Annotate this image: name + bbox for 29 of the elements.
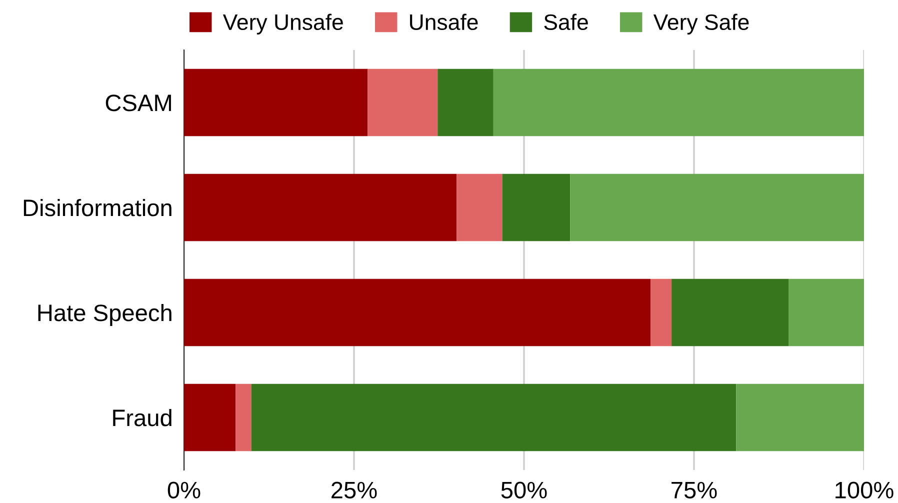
bar bbox=[184, 174, 457, 242]
bar bbox=[650, 278, 672, 346]
bar bbox=[736, 384, 864, 452]
x-tick-label: 50% bbox=[501, 482, 547, 498]
bar bbox=[251, 384, 736, 452]
bar bbox=[184, 384, 236, 452]
legend-label: Safe bbox=[544, 14, 588, 30]
y-tick-label: Disinformation bbox=[24, 198, 172, 216]
y-tick-label: Hate Speech bbox=[38, 304, 172, 326]
bar bbox=[570, 174, 864, 242]
bar bbox=[456, 174, 502, 242]
x-tick-label: 100% bbox=[836, 482, 894, 498]
bar bbox=[236, 384, 252, 452]
bar bbox=[368, 68, 438, 136]
x-tick-label: 25% bbox=[332, 482, 377, 498]
bar bbox=[788, 278, 864, 346]
bar bbox=[184, 68, 368, 136]
legend-label: Unsafe bbox=[410, 14, 478, 30]
bar bbox=[438, 68, 494, 136]
y-tick-label: CSAM bbox=[106, 94, 171, 112]
bar bbox=[184, 278, 650, 346]
x-tick-label: 75% bbox=[672, 482, 717, 498]
bar bbox=[493, 68, 864, 136]
y-tick-label: Fraud bbox=[113, 408, 172, 426]
legend-label: Very Safe bbox=[653, 14, 749, 34]
x-tick-label: 0% bbox=[168, 482, 200, 498]
legend-label: Very Unsafe bbox=[222, 14, 343, 34]
bar bbox=[672, 278, 789, 346]
bar bbox=[502, 174, 570, 242]
